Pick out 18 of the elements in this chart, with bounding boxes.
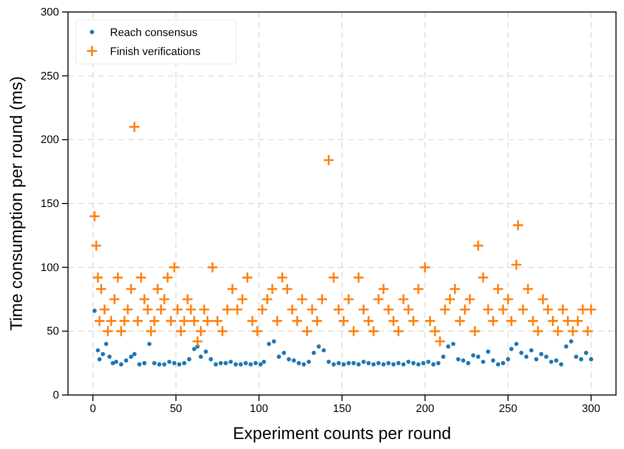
x-tick-label: 50 — [170, 402, 182, 415]
y-tick-label: 0 — [52, 390, 59, 402]
y-tick-label: 300 — [40, 6, 59, 19]
x-tick-label: 300 — [582, 402, 600, 415]
x-axis-title: Experiment counts per round — [232, 424, 452, 443]
x-tick-label: 150 — [332, 402, 352, 415]
x-tick-label: 250 — [498, 402, 518, 415]
y-tick-label: 250 — [40, 70, 59, 82]
y-tick-label: 150 — [40, 198, 59, 210]
x-tick-label: 0 — [90, 402, 96, 415]
y-tick-label: 100 — [40, 262, 59, 274]
y-tick-label: 50 — [46, 326, 59, 338]
y-tick-label: 200 — [40, 134, 59, 146]
legend-label: Reach consensus — [110, 27, 198, 39]
x-tick-label: 200 — [416, 402, 434, 415]
y-axis-title: Time consumption per round (ms) — [7, 76, 26, 331]
legend-label: Finish verifications — [110, 46, 201, 58]
x-tick-label: 100 — [250, 402, 268, 415]
